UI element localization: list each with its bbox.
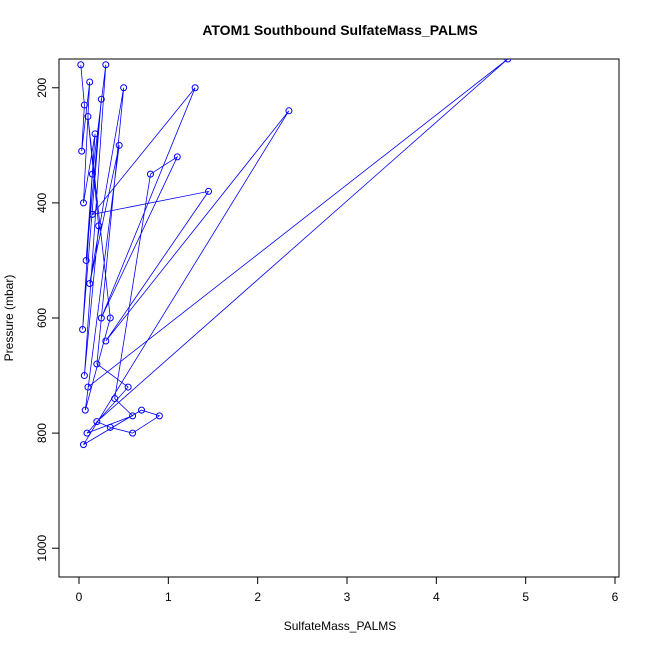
data-point (91, 130, 99, 138)
x-tick-label: 4 (433, 590, 440, 604)
data-point (84, 113, 92, 121)
data-point (504, 59, 512, 63)
data-point (120, 84, 128, 92)
y-axis: 200 400 600 800 1000 (35, 77, 60, 562)
data-point (155, 412, 163, 420)
data-point (173, 153, 181, 161)
x-tick-label: 5 (522, 590, 529, 604)
data-point (80, 372, 88, 380)
data-point (129, 429, 137, 437)
x-axis-label: SulfateMass_PALMS (284, 619, 397, 633)
x-tick-label: 2 (254, 590, 261, 604)
data-point (285, 107, 293, 115)
data-point (88, 170, 96, 178)
y-tick-label: 200 (35, 77, 49, 97)
data-point (77, 61, 85, 69)
data-point (86, 78, 94, 86)
y-tick-label: 600 (35, 308, 49, 328)
data-point (97, 95, 105, 103)
data-point (129, 412, 137, 420)
y-axis-label: Pressure (mbar) (2, 275, 16, 362)
x-tick-label: 0 (76, 590, 83, 604)
data-point (84, 383, 92, 391)
data-point (102, 61, 110, 69)
data-point (115, 141, 123, 149)
chart-title: ATOM1 Southbound SulfateMass_PALMS (202, 22, 477, 38)
series-layer (77, 59, 512, 449)
data-point (146, 170, 154, 178)
x-tick-label: 1 (165, 590, 172, 604)
data-point (82, 256, 90, 264)
data-point (83, 429, 91, 437)
data-point (97, 314, 105, 322)
x-axis: 0 1 2 3 4 5 6 (76, 576, 619, 604)
data-point (138, 406, 146, 414)
data-point (80, 101, 88, 109)
data-point (88, 210, 96, 218)
data-point (95, 222, 103, 230)
data-point (191, 84, 199, 92)
x-tick-label: 6 (612, 590, 619, 604)
y-tick-label: 1000 (35, 535, 49, 562)
data-point (111, 395, 119, 403)
data-point (124, 383, 132, 391)
data-point (81, 406, 89, 414)
data-point (93, 360, 101, 368)
data-point (205, 187, 213, 195)
data-point (79, 441, 87, 449)
data-point (79, 199, 87, 207)
data-point (79, 326, 87, 334)
data-point (93, 418, 101, 426)
y-tick-label: 800 (35, 423, 49, 443)
data-point (106, 314, 114, 322)
data-point (86, 279, 94, 287)
data-point (106, 423, 114, 431)
y-tick-label: 400 (35, 193, 49, 213)
data-point (102, 337, 110, 345)
series-line (80, 59, 509, 445)
data-point (78, 147, 86, 155)
plot-frame (58, 58, 620, 578)
x-tick-label: 3 (344, 590, 351, 604)
